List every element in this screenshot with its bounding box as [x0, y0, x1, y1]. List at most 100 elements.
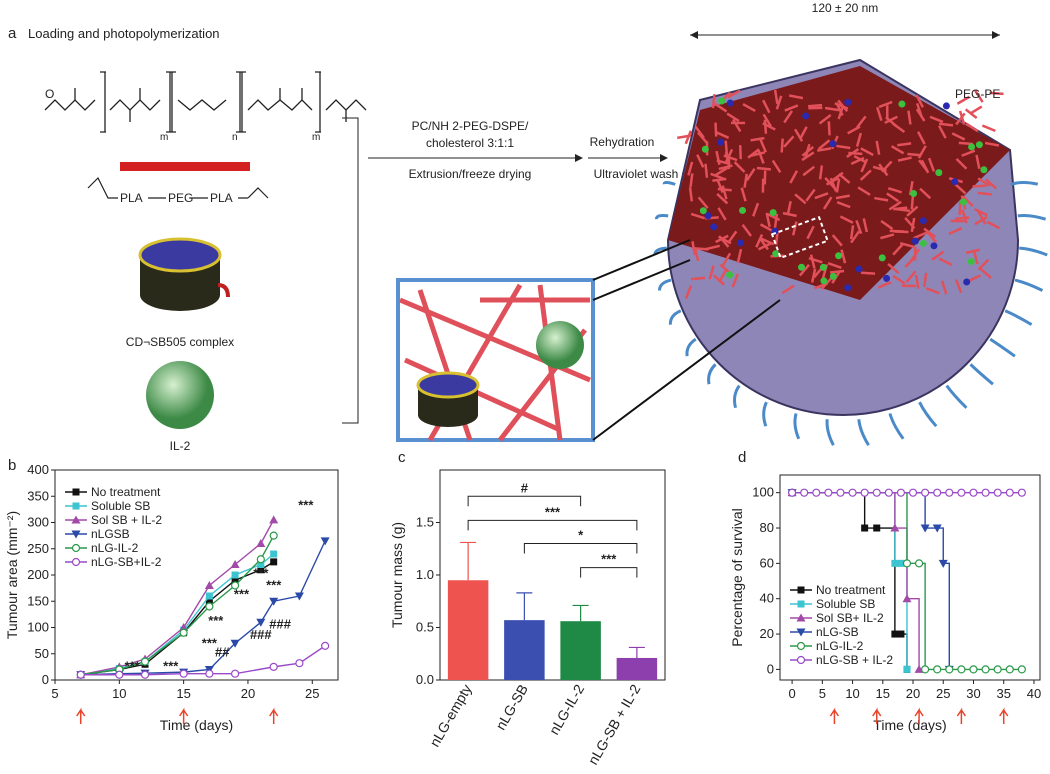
legend-label: No treatment — [91, 485, 161, 499]
point — [813, 489, 820, 496]
point — [232, 572, 239, 579]
point — [922, 489, 929, 496]
point — [1018, 666, 1025, 673]
legend-marker — [73, 545, 80, 552]
y-axis-label: Tumour area (mm⁻²) — [4, 511, 20, 639]
fiber — [861, 273, 875, 274]
point — [910, 489, 917, 496]
particle — [856, 266, 863, 273]
point — [970, 489, 977, 496]
fiber — [718, 189, 732, 190]
point — [270, 663, 277, 670]
point — [180, 629, 187, 636]
particle — [920, 217, 927, 224]
annotation: *** — [163, 659, 179, 674]
peg-chain — [1018, 215, 1046, 219]
point — [897, 631, 904, 638]
point — [206, 593, 213, 600]
point — [232, 670, 239, 677]
point — [321, 537, 330, 545]
fiber — [982, 126, 995, 131]
y-tick-label: 150 — [27, 593, 49, 608]
fiber — [713, 94, 715, 108]
legend-label: No treatment — [816, 583, 886, 597]
y-tick-label: 100 — [752, 485, 774, 500]
y-tick-label: 40 — [760, 591, 774, 606]
peg-chain — [971, 364, 993, 384]
annotation: * — [578, 528, 584, 543]
structure — [45, 72, 366, 132]
particle — [898, 101, 905, 108]
point — [861, 489, 868, 496]
point — [296, 660, 303, 667]
label: CD¬SB505 complex — [126, 335, 234, 349]
particle — [976, 141, 983, 148]
subscript: m — [312, 132, 320, 143]
peg-chain — [1011, 182, 1038, 184]
particle — [717, 139, 724, 146]
step-text: Rehydration — [590, 135, 655, 149]
peg-chain — [990, 339, 1015, 356]
point — [789, 489, 796, 496]
point — [891, 631, 898, 638]
peg-chain — [795, 414, 799, 439]
y-tick-label: 350 — [27, 488, 49, 503]
particle — [968, 143, 975, 150]
panel-label: a — [8, 25, 17, 42]
peg-chain — [1019, 248, 1047, 255]
y-tick-label: 60 — [760, 555, 774, 570]
error-bar — [573, 605, 589, 621]
point — [837, 489, 844, 496]
point — [861, 525, 868, 532]
point — [982, 489, 989, 496]
particle — [844, 284, 851, 291]
atom: O — [45, 87, 54, 101]
point — [934, 489, 941, 496]
block: PLA — [120, 191, 143, 205]
particle — [739, 207, 746, 214]
y-tick-label: 100 — [27, 620, 49, 635]
x-tick-label: 10 — [845, 686, 859, 701]
block: PLA — [210, 191, 233, 205]
particle — [737, 239, 744, 246]
point — [257, 556, 264, 563]
treatment-arrow — [830, 710, 838, 724]
legend-label: Sol SB + IL-2 — [91, 513, 162, 527]
x-tick-label: 5 — [819, 686, 826, 701]
particle — [935, 169, 942, 176]
size-label: 120 ± 20 nm — [812, 1, 879, 15]
point — [206, 603, 213, 610]
point — [1018, 489, 1025, 496]
point — [270, 551, 277, 558]
particle — [798, 264, 805, 271]
step-text: PC/NH 2-PEG-DSPE/ — [412, 119, 529, 133]
y-tick-label: 1.0 — [416, 567, 434, 582]
fiber — [695, 248, 709, 249]
point — [269, 515, 278, 523]
step-text: Extrusion/freeze drying — [409, 167, 532, 181]
bracket — [524, 544, 637, 554]
x-tick-label: 30 — [966, 686, 980, 701]
label: IL-2 — [170, 439, 191, 453]
block: PEG — [168, 191, 193, 205]
particle — [726, 272, 733, 279]
x-tick-label: 15 — [876, 686, 890, 701]
particle — [910, 190, 917, 197]
particle — [718, 97, 725, 104]
legend-label: nLG-IL-2 — [91, 541, 139, 555]
point — [849, 489, 856, 496]
y-tick-label: 1.5 — [416, 515, 434, 530]
point — [958, 489, 965, 496]
peg-chain — [947, 386, 967, 408]
particle — [943, 102, 950, 109]
y-axis-label: Tumour mass (g) — [389, 522, 405, 628]
particle — [844, 99, 851, 106]
subscript: n — [232, 132, 238, 143]
panel-label: d — [738, 449, 746, 466]
y-axis-label: Percentage of survival — [729, 508, 745, 647]
particle — [963, 278, 970, 285]
annotation: *** — [545, 504, 561, 519]
point — [903, 560, 910, 567]
particle — [883, 275, 890, 282]
